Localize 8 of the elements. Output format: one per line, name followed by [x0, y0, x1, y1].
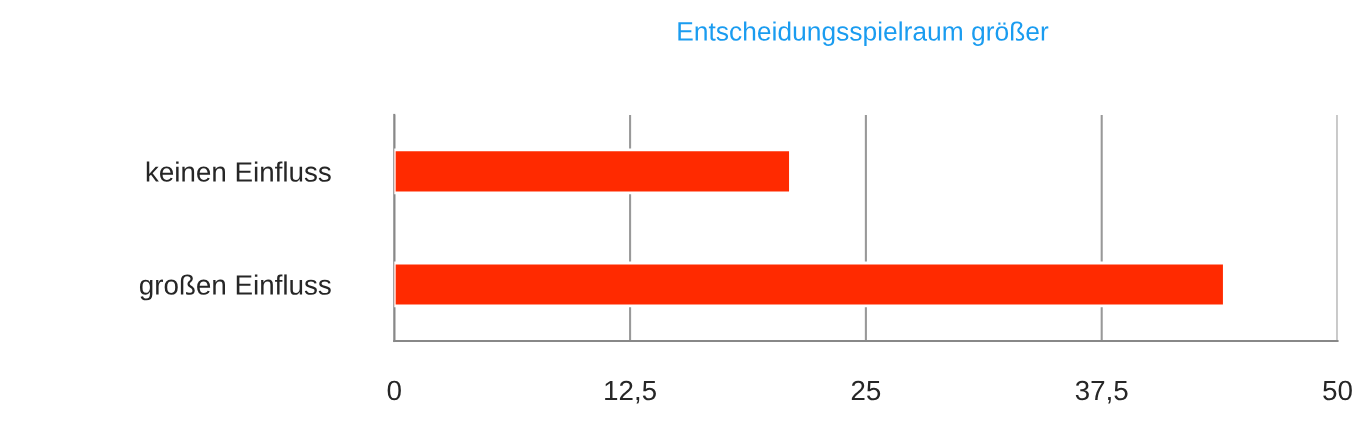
y-tick-label: keinen Einfluss [146, 161, 331, 182]
x-tick-label: 12,5 [605, 380, 656, 404]
x-tick-label: 37,5 [1075, 380, 1128, 404]
x-tick-label: 50 [1323, 380, 1352, 401]
y-tick-label: großen Einfluss [139, 274, 331, 301]
x-tick-label: 0 [387, 380, 401, 401]
x-tick-label: 25 [851, 380, 881, 401]
chart-title: Entscheidungsspielraum größer [678, 21, 1049, 46]
